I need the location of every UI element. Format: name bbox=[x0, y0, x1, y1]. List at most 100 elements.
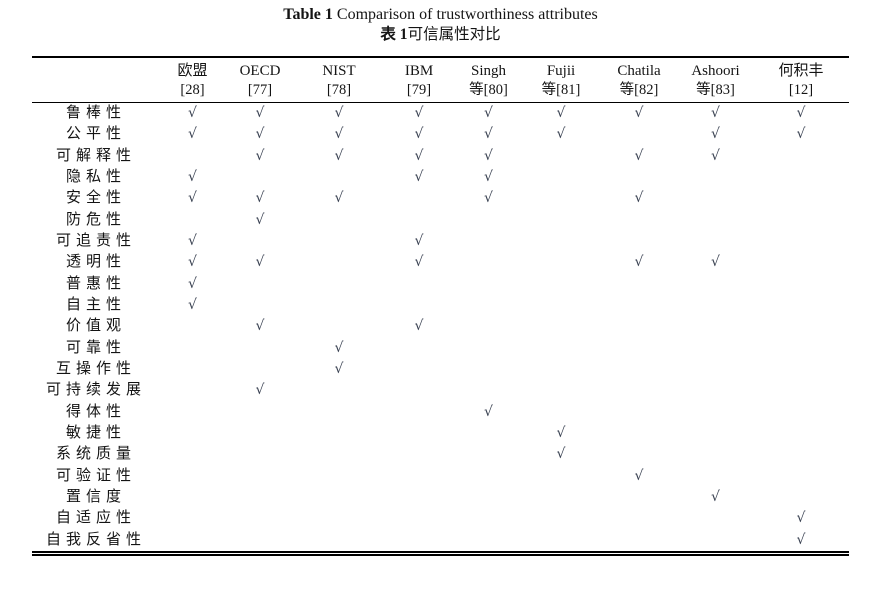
check-cell: √ bbox=[634, 105, 644, 121]
check-cell bbox=[455, 295, 522, 316]
check-cell bbox=[753, 252, 849, 273]
check-cell bbox=[383, 530, 455, 554]
check-cell bbox=[383, 274, 455, 295]
check-cell bbox=[225, 274, 295, 295]
check-cell bbox=[522, 487, 600, 508]
check-cell bbox=[522, 252, 600, 273]
check-cell bbox=[225, 338, 295, 359]
check-cell bbox=[522, 466, 600, 487]
check-cell bbox=[383, 338, 455, 359]
check-cell bbox=[678, 380, 753, 401]
check-cell bbox=[600, 316, 678, 337]
check-cell bbox=[383, 466, 455, 487]
table-row: 普惠性 √ bbox=[32, 274, 849, 295]
check-cell bbox=[600, 231, 678, 252]
check-cell: √ bbox=[484, 105, 493, 121]
check-cell bbox=[753, 402, 849, 423]
column-reference: [79] bbox=[406, 81, 432, 98]
check-cell bbox=[383, 423, 455, 444]
table-row: 可追责性 √ √ bbox=[32, 231, 849, 252]
check-cell bbox=[295, 466, 383, 487]
check-cell bbox=[295, 316, 383, 337]
check-cell bbox=[600, 530, 678, 554]
check-cell: √ bbox=[334, 339, 344, 356]
check-cell bbox=[522, 274, 600, 295]
check-cell bbox=[600, 444, 678, 465]
column-header: NIST [78] bbox=[295, 57, 383, 103]
column-reference: 等[80] bbox=[469, 81, 508, 98]
check-cell bbox=[600, 295, 678, 316]
check-cell bbox=[160, 316, 225, 337]
check-cell: √ bbox=[188, 296, 197, 313]
check-cell: √ bbox=[796, 105, 806, 121]
check-cell bbox=[600, 274, 678, 295]
header-row: 欧盟 [28] OECD [77] NIST [78] IBM [79] Singh 等[80] F… bbox=[32, 57, 849, 103]
check-cell bbox=[600, 167, 678, 188]
check-cell bbox=[678, 444, 753, 465]
check-cell bbox=[455, 231, 522, 252]
row-label: 透明性 bbox=[65, 254, 126, 271]
table-row: 可解释性 √ √ √ √ √ √ bbox=[32, 146, 849, 167]
check-cell: √ bbox=[334, 105, 344, 121]
column-header: OECD [77] bbox=[225, 57, 295, 103]
check-cell: √ bbox=[711, 105, 720, 121]
check-cell bbox=[522, 210, 600, 231]
check-cell bbox=[295, 402, 383, 423]
row-label: 自适应性 bbox=[55, 510, 136, 527]
check-cell: √ bbox=[188, 232, 197, 249]
table-caption-en-number: Table 1 bbox=[283, 6, 333, 23]
table-row: 隐私性 √ √ √ bbox=[32, 167, 849, 188]
check-cell: √ bbox=[414, 105, 424, 121]
column-reference: [78] bbox=[326, 81, 352, 98]
column-name: Fujii bbox=[546, 62, 576, 79]
check-cell bbox=[225, 444, 295, 465]
row-label: 可追责性 bbox=[55, 232, 136, 249]
check-cell: √ bbox=[634, 254, 644, 271]
check-cell bbox=[383, 402, 455, 423]
check-cell: √ bbox=[484, 147, 493, 164]
check-cell bbox=[678, 402, 753, 423]
check-cell bbox=[678, 316, 753, 337]
check-cell bbox=[753, 423, 849, 444]
check-cell bbox=[600, 423, 678, 444]
table-row: 可靠性 √ bbox=[32, 338, 849, 359]
check-cell: √ bbox=[334, 126, 344, 143]
row-label: 可验证性 bbox=[55, 467, 136, 484]
check-cell bbox=[383, 210, 455, 231]
check-cell bbox=[600, 487, 678, 508]
check-cell bbox=[753, 487, 849, 508]
check-cell bbox=[522, 188, 600, 209]
check-cell: √ bbox=[634, 190, 644, 207]
check-cell bbox=[225, 466, 295, 487]
check-cell bbox=[295, 508, 383, 529]
comparison-table: 欧盟 [28] OECD [77] NIST [78] IBM [79] Singh 等[80] F… bbox=[32, 56, 849, 556]
check-cell: √ bbox=[484, 168, 493, 185]
column-reference: [12] bbox=[788, 81, 814, 98]
table-row: 系统质量 √ bbox=[32, 444, 849, 465]
check-cell: √ bbox=[711, 126, 720, 143]
row-label: 敏捷性 bbox=[65, 424, 126, 441]
check-cell bbox=[295, 252, 383, 273]
check-cell: √ bbox=[796, 510, 806, 527]
column-name: IBM bbox=[404, 62, 434, 79]
check-cell bbox=[455, 487, 522, 508]
check-cell bbox=[160, 380, 225, 401]
check-cell bbox=[160, 338, 225, 359]
check-cell bbox=[383, 380, 455, 401]
check-cell: √ bbox=[414, 168, 424, 185]
row-label: 鲁棒性 bbox=[65, 105, 126, 121]
check-cell: √ bbox=[255, 105, 265, 121]
check-cell: √ bbox=[556, 126, 566, 143]
row-label: 可持续发展 bbox=[45, 382, 146, 399]
check-cell bbox=[455, 359, 522, 380]
check-cell: √ bbox=[796, 531, 806, 548]
column-header: Ashoori 等[83] bbox=[678, 57, 753, 103]
check-cell bbox=[678, 231, 753, 252]
table-caption-cn: 表 1可信属性对比 bbox=[0, 25, 881, 44]
table-row: 置信度 √ bbox=[32, 487, 849, 508]
check-cell bbox=[295, 231, 383, 252]
table-row: 公平性 √ √ √ √ √ √ √ √ bbox=[32, 124, 849, 145]
check-cell: √ bbox=[711, 254, 720, 271]
table-row: 敏捷性 √ bbox=[32, 423, 849, 444]
check-cell bbox=[225, 295, 295, 316]
